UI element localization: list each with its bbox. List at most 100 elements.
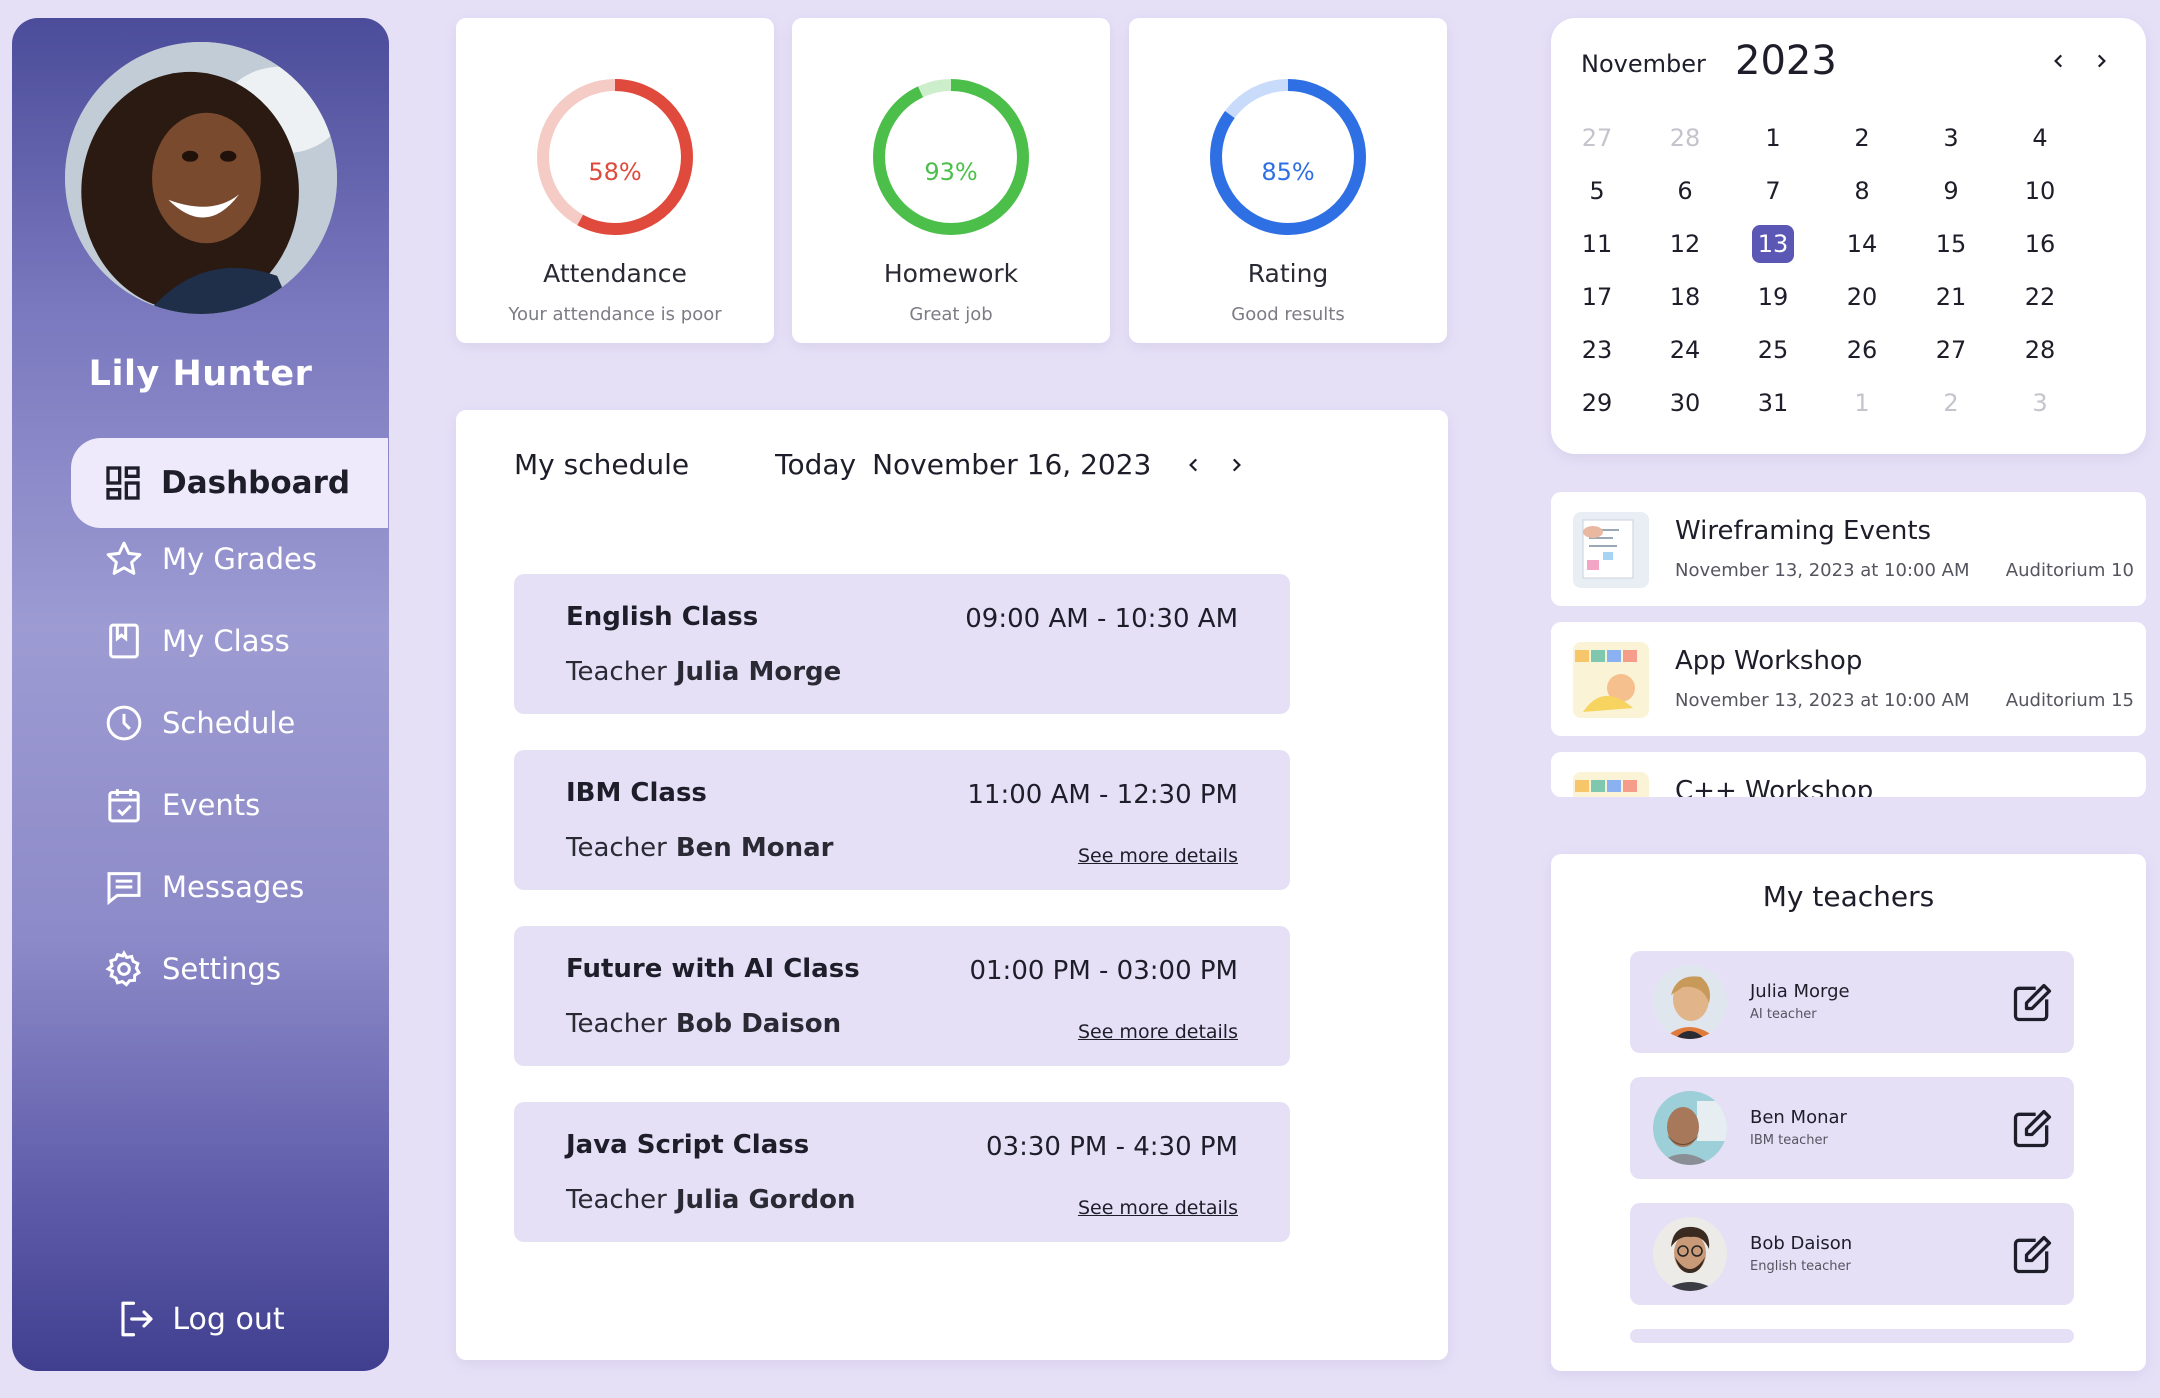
calendar-day[interactable]: 3 bbox=[1925, 116, 1977, 160]
nav-item-dashboard[interactable]: Dashboard bbox=[71, 438, 388, 528]
event-card[interactable]: C++ Workshop bbox=[1551, 752, 2146, 797]
calendar-day[interactable]: 4 bbox=[2014, 116, 2066, 160]
calendar-day[interactable]: 19 bbox=[1747, 275, 1799, 319]
logout-icon bbox=[121, 1301, 153, 1337]
calendar-day[interactable]: 10 bbox=[2014, 169, 2066, 213]
calendar-day[interactable]: 28 bbox=[1659, 116, 1711, 160]
attendance-subtitle: Your attendance is poor bbox=[508, 304, 722, 325]
teacher-name: Bob Daison bbox=[1750, 1233, 1853, 1254]
calendar-day[interactable]: 7 bbox=[1747, 169, 1799, 213]
calendar-day-number: 18 bbox=[1669, 283, 1701, 311]
class-name: Java Script Class bbox=[566, 1130, 810, 1160]
homework-title: Homework bbox=[883, 259, 1019, 288]
nav-item-events[interactable]: Events bbox=[72, 760, 389, 850]
gear-icon bbox=[105, 950, 142, 987]
chevron-left-icon bbox=[1189, 458, 1198, 471]
profile-avatar[interactable] bbox=[65, 42, 337, 314]
nav-item-my-grades[interactable]: My Grades bbox=[72, 514, 389, 604]
calendar-day[interactable]: 6 bbox=[1659, 169, 1711, 213]
edit-teacher-button[interactable] bbox=[2010, 981, 2054, 1025]
nav-item-my-class[interactable]: My Class bbox=[72, 596, 389, 686]
message-icon bbox=[107, 872, 141, 906]
teachers-title: My teachers bbox=[1762, 880, 1935, 913]
calendar-day-number: 21 bbox=[1935, 283, 1967, 311]
schedule-prev-button[interactable] bbox=[1179, 450, 1209, 480]
event-card[interactable]: Wireframing Events November 13, 2023 at … bbox=[1551, 492, 2146, 606]
calendar-day[interactable]: 8 bbox=[1836, 169, 1888, 213]
schedule-title: My schedule bbox=[514, 448, 690, 481]
calendar-day[interactable]: 27 bbox=[1571, 116, 1623, 160]
calendar-day[interactable]: 2 bbox=[1925, 381, 1977, 425]
teacher-item[interactable]: Bob Daison English teacher bbox=[1630, 1203, 2074, 1305]
calendar-day[interactable]: 5 bbox=[1571, 169, 1623, 213]
event-title: App Workshop bbox=[1675, 646, 1863, 676]
calendar-day[interactable]: 18 bbox=[1659, 275, 1711, 319]
logout-button[interactable]: Log out bbox=[12, 1298, 389, 1340]
class-name: English Class bbox=[566, 602, 759, 632]
event-card[interactable]: App Workshop November 13, 2023 at 10:00 … bbox=[1551, 622, 2146, 736]
calendar-prev-button[interactable] bbox=[2044, 46, 2074, 76]
calendar-day[interactable]: 20 bbox=[1836, 275, 1888, 319]
calendar-day[interactable]: 2 bbox=[1836, 116, 1888, 160]
calendar-day[interactable]: 16 bbox=[2014, 222, 2066, 266]
teacher-item[interactable] bbox=[1630, 1329, 2074, 1343]
calendar-day[interactable]: 3 bbox=[2014, 381, 2066, 425]
see-more-details-link[interactable]: See more details bbox=[1077, 845, 1238, 867]
calendar-day[interactable]: 26 bbox=[1836, 328, 1888, 372]
rating-card: 85% Rating Good results bbox=[1129, 18, 1447, 343]
calendar-widget: November 2023 27 28 1 2 3 4 5 6 7 8 9 10 11 12 13 14 15 1… bbox=[1551, 18, 2146, 454]
calendar-day[interactable]: 21 bbox=[1925, 275, 1977, 319]
calendar-day-number: 3 bbox=[2032, 389, 2048, 417]
teacher-item[interactable]: Ben Monar IBM teacher bbox=[1630, 1077, 2074, 1179]
class-time: 01:00 PM - 03:00 PM bbox=[969, 956, 1238, 986]
edit-teacher-button[interactable] bbox=[2010, 1233, 2054, 1277]
edit-teacher-button[interactable] bbox=[2010, 1107, 2054, 1151]
nav-label: Schedule bbox=[162, 706, 296, 740]
chevron-right-icon bbox=[2097, 54, 2106, 68]
calendar-day[interactable]: 27 bbox=[1925, 328, 1977, 372]
calendar-next-button[interactable] bbox=[2086, 46, 2116, 76]
calendar-day[interactable]: 30 bbox=[1659, 381, 1711, 425]
class-time: 09:00 AM - 10:30 AM bbox=[965, 604, 1238, 634]
calendar-day[interactable]: 9 bbox=[1925, 169, 1977, 213]
nav-item-messages[interactable]: Messages bbox=[72, 842, 389, 932]
calendar-day[interactable]: 17 bbox=[1571, 275, 1623, 319]
calendar-day[interactable]: 24 bbox=[1659, 328, 1711, 372]
calendar-day[interactable]: 31 bbox=[1747, 381, 1799, 425]
homework-card: 93% Homework Great job bbox=[792, 18, 1110, 343]
calendar-day[interactable]: 13 bbox=[1747, 222, 1799, 266]
calendar-day[interactable]: 25 bbox=[1747, 328, 1799, 372]
calendar-day[interactable]: 14 bbox=[1836, 222, 1888, 266]
class-teacher: Teacher Bob Daison bbox=[566, 1009, 841, 1039]
calendar-day-number: 8 bbox=[1854, 177, 1870, 205]
event-location: Auditorium 10 bbox=[2005, 560, 2134, 581]
calendar-day[interactable]: 1 bbox=[1747, 116, 1799, 160]
calendar-day[interactable]: 28 bbox=[2014, 328, 2066, 372]
calendar-day[interactable]: 22 bbox=[2014, 275, 2066, 319]
class-card[interactable]: IBM Class 11:00 AM - 12:30 PM Teacher Be… bbox=[514, 750, 1290, 890]
teacher-avatar bbox=[1653, 1091, 1727, 1165]
class-card[interactable]: Future with AI Class 01:00 PM - 03:00 PM… bbox=[514, 926, 1290, 1066]
nav-item-settings[interactable]: Settings bbox=[72, 924, 389, 1014]
class-card[interactable]: English Class 09:00 AM - 10:30 AM Teache… bbox=[514, 574, 1290, 714]
calendar-day[interactable]: 11 bbox=[1571, 222, 1623, 266]
teacher-item[interactable]: Julia Morge AI teacher bbox=[1630, 951, 2074, 1053]
rating-subtitle: Good results bbox=[1231, 304, 1345, 325]
see-more-details-link[interactable]: See more details bbox=[1077, 1021, 1238, 1043]
calendar-day-number: 2 bbox=[1943, 389, 1959, 417]
schedule-panel: My schedule Today November 16, 2023 Engl… bbox=[456, 410, 1448, 1360]
calendar-day-number: 19 bbox=[1757, 283, 1789, 311]
calendar-day-number: 5 bbox=[1589, 177, 1605, 205]
calendar-day[interactable]: 29 bbox=[1571, 381, 1623, 425]
see-more-details-link[interactable]: See more details bbox=[1077, 1197, 1238, 1219]
class-card[interactable]: Java Script Class 03:30 PM - 4:30 PM Tea… bbox=[514, 1102, 1290, 1242]
calendar-day[interactable]: 15 bbox=[1925, 222, 1977, 266]
calendar-day[interactable]: 23 bbox=[1571, 328, 1623, 372]
nav-label: Dashboard bbox=[161, 465, 351, 501]
attendance-progress-ring bbox=[537, 79, 693, 235]
calendar-day[interactable]: 12 bbox=[1659, 222, 1711, 266]
schedule-next-button[interactable] bbox=[1221, 450, 1251, 480]
calendar-day[interactable]: 1 bbox=[1836, 381, 1888, 425]
teacher-name: Julia Gordon bbox=[675, 1185, 856, 1215]
nav-item-schedule[interactable]: Schedule bbox=[72, 678, 389, 768]
